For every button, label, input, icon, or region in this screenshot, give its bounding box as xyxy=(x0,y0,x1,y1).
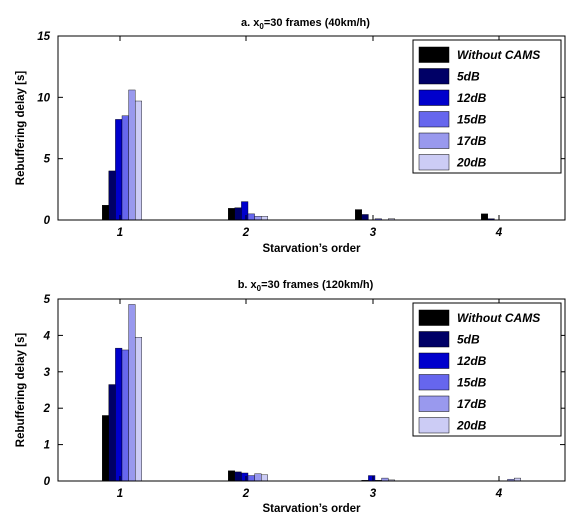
bar xyxy=(115,347,123,482)
bar xyxy=(227,208,235,221)
axes-frame xyxy=(57,298,566,482)
legend-label: 20dB xyxy=(456,155,487,169)
legend-swatch xyxy=(418,331,450,348)
legend-label: 12dB xyxy=(457,91,487,105)
bar xyxy=(108,170,116,221)
bar xyxy=(481,213,489,221)
y-tick-label: 0 xyxy=(44,215,51,227)
bar xyxy=(101,205,109,221)
bar xyxy=(227,470,235,482)
legend-swatch xyxy=(418,374,450,391)
legend-swatch xyxy=(418,111,450,128)
y-tick-label: 5 xyxy=(44,294,51,306)
bar xyxy=(241,472,249,482)
x-tick-label: 1 xyxy=(117,488,123,500)
legend-swatch xyxy=(418,89,450,106)
bar xyxy=(234,471,242,482)
bar xyxy=(101,415,109,482)
y-tick-label: 5 xyxy=(44,154,51,166)
y-tick-label: 15 xyxy=(37,31,50,43)
legend-swatch xyxy=(418,309,450,326)
bar xyxy=(261,216,269,221)
legend-label: 20dB xyxy=(456,418,487,432)
legend-swatch xyxy=(418,68,450,85)
bar xyxy=(128,89,136,221)
legend-swatch xyxy=(418,352,450,369)
x-tick-label: 2 xyxy=(242,488,250,500)
chart-panel-b: b. x0=30 frames (120km/h) Starvation’s o… xyxy=(15,279,566,515)
legend-label: 15dB xyxy=(457,375,487,389)
legend-label: 5dB xyxy=(457,69,480,83)
bar xyxy=(108,384,116,482)
bar xyxy=(355,209,363,221)
bar xyxy=(128,304,136,482)
bar xyxy=(115,119,123,221)
bar xyxy=(254,473,262,482)
legend-label: 17dB xyxy=(457,397,487,411)
x-axis-label: Starvation’s order xyxy=(263,503,362,515)
y-tick-label: 10 xyxy=(37,92,50,104)
bar xyxy=(241,201,249,221)
bar xyxy=(134,337,142,482)
bar xyxy=(361,214,369,221)
legend-swatch xyxy=(418,395,450,412)
chart-panel-a: a. x0=30 frames (40km/h) Starvation’s or… xyxy=(15,17,566,255)
bar xyxy=(234,207,242,221)
legend-label: 15dB xyxy=(457,112,487,126)
y-tick-label: 4 xyxy=(43,330,51,342)
x-axis-label: Starvation’s order xyxy=(263,243,362,255)
y-tick-label: 2 xyxy=(43,403,51,415)
legend-label: Without CAMS xyxy=(457,311,540,325)
chart-title: a. x0=30 frames (40km/h) xyxy=(241,17,370,31)
bar xyxy=(247,213,255,221)
legend-label: 12dB xyxy=(457,354,487,368)
legend-swatch xyxy=(418,154,450,171)
axes-frame xyxy=(57,35,566,221)
legend-label: 17dB xyxy=(457,134,487,148)
x-tick-label: 4 xyxy=(495,488,503,500)
chart-title: b. x0=30 frames (120km/h) xyxy=(238,279,374,293)
bar xyxy=(134,100,142,221)
legend-label: 5dB xyxy=(457,332,480,346)
y-tick-label: 0 xyxy=(44,476,51,488)
bar xyxy=(261,474,269,482)
legend-swatch xyxy=(418,417,450,434)
legend-label: Without CAMS xyxy=(457,48,540,62)
bar xyxy=(368,475,376,482)
x-tick-label: 3 xyxy=(370,227,377,239)
legend-swatch xyxy=(418,46,450,63)
y-tick-label: 3 xyxy=(44,367,51,379)
y-axis-label: Rebuffering delay [s] xyxy=(15,71,27,186)
x-tick-label: 4 xyxy=(495,227,503,239)
bar xyxy=(121,349,129,482)
bar xyxy=(247,475,255,482)
x-tick-label: 3 xyxy=(370,488,377,500)
y-tick-label: 1 xyxy=(44,440,50,452)
y-axis-label: Rebuffering delay [s] xyxy=(15,333,27,448)
bar xyxy=(254,216,262,221)
x-tick-label: 2 xyxy=(242,227,250,239)
x-tick-label: 1 xyxy=(117,227,123,239)
bar xyxy=(121,115,129,221)
legend-swatch xyxy=(418,132,450,149)
